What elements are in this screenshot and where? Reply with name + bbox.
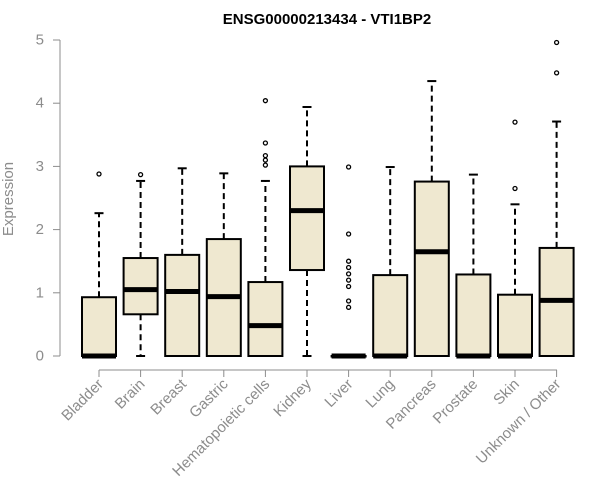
outlier-point: [262, 162, 269, 168]
outlier-point: [262, 140, 269, 146]
outlier-point: [96, 171, 102, 177]
outlier-point: [512, 185, 518, 192]
y-ticks: 0 1 2 3 4 5: [36, 32, 60, 365]
box: [289, 165, 325, 272]
box-group: [247, 98, 284, 357]
outlier-point: [137, 171, 144, 178]
box-group: [289, 105, 325, 357]
box-group: [122, 171, 159, 357]
x-tick-label: Brain: [112, 376, 149, 413]
box-group: [330, 164, 367, 359]
x-tick-label: Skin: [490, 376, 523, 409]
box: [81, 296, 117, 357]
box-group: [413, 80, 450, 357]
box-group: [205, 172, 242, 357]
box: [497, 293, 533, 358]
box-group: [372, 166, 409, 359]
outlier-point: [262, 153, 269, 159]
x-tick-label: Bladder: [58, 376, 107, 425]
outlier-point: [345, 271, 352, 277]
boxes-layer: [81, 39, 575, 359]
box-group: [497, 119, 533, 359]
y-tick-label: 4: [36, 95, 44, 112]
box-group: [538, 39, 575, 357]
outlier-point: [512, 119, 518, 125]
outlier-point: [553, 39, 560, 46]
box-group: [164, 167, 201, 358]
outlier-point: [345, 258, 352, 264]
outlier-point: [345, 304, 352, 310]
y-axis-label: Expression: [0, 162, 17, 236]
outlier-point: [553, 70, 560, 76]
outlier-point: [345, 231, 352, 237]
outlier-point: [345, 277, 352, 283]
outlier-point: [345, 264, 352, 271]
outlier-point: [345, 283, 352, 290]
outlier-point: [345, 164, 352, 170]
box: [122, 257, 159, 316]
y-tick-label: 1: [36, 284, 44, 301]
outlier-point: [345, 298, 352, 304]
x-tick-label: Prostate: [430, 376, 482, 428]
box-group: [455, 173, 492, 359]
box: [372, 274, 409, 358]
x-tick-label: Kidney: [270, 375, 315, 420]
x-tick-label: Liver: [321, 376, 356, 411]
outlier-point: [262, 157, 269, 163]
y-tick-label: 5: [36, 32, 44, 49]
x-tick-label: Lung: [362, 376, 398, 412]
outlier-point: [262, 98, 269, 104]
box-group: [81, 171, 117, 359]
chart-title: ENSG00000213434 - VTI1BP2: [223, 11, 431, 28]
box: [164, 253, 201, 358]
y-tick-label: 2: [36, 221, 44, 238]
box: [413, 180, 450, 357]
box: [455, 273, 492, 357]
y-tick-label: 0: [36, 348, 44, 365]
box: [247, 281, 284, 357]
y-tick-label: 3: [36, 158, 44, 175]
x-tick-label: Breast: [147, 375, 190, 418]
